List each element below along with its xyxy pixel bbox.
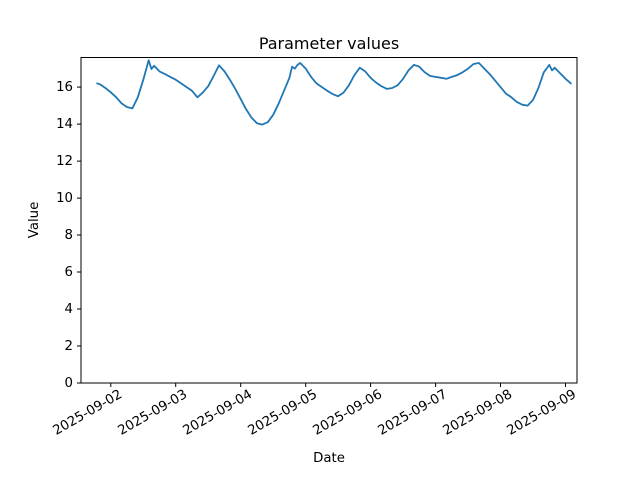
y-tick-label: 8 [64,227,73,243]
axes-frame [80,57,578,384]
chart-title: Parameter values [258,34,400,53]
y-tick-label: 4 [64,301,73,317]
series-line [96,59,572,126]
y-tick-label: 10 [56,190,73,206]
y-tick-label: 12 [56,153,73,169]
tick-marks [77,86,566,387]
y-tick-label: 6 [64,264,73,280]
y-tick-label: 2 [64,338,73,354]
y-tick-label: 0 [64,375,73,391]
x-axis-label: Date [313,451,345,466]
y-tick-label: 16 [56,79,73,95]
y-tick-label: 14 [56,116,73,132]
y-axis-label: Value [26,201,42,239]
